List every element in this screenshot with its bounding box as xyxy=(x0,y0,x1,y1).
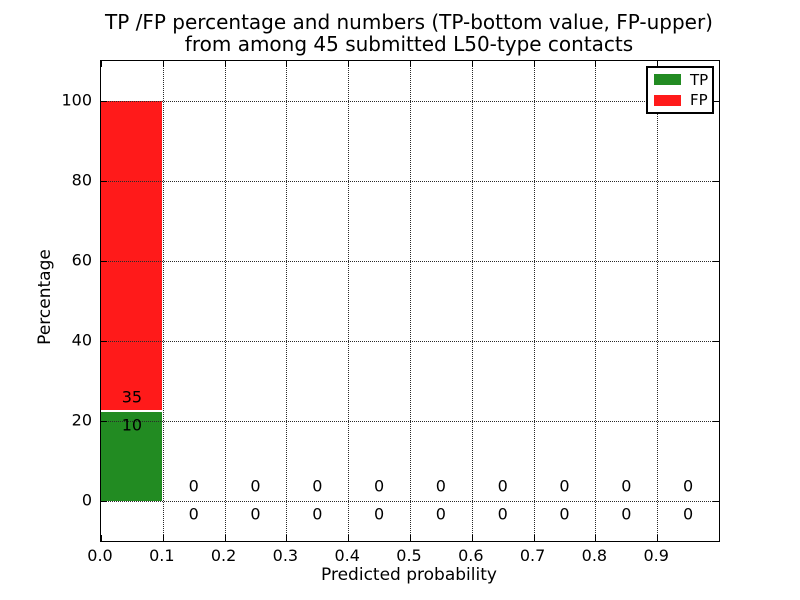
fp-count-label: 0 xyxy=(497,476,508,496)
tp-count-label: 0 xyxy=(621,504,632,524)
fp-count-label: 0 xyxy=(683,476,694,496)
y-tick-right xyxy=(713,341,719,342)
x-tick-label: 0.4 xyxy=(334,546,360,565)
x-tick-label: 0.9 xyxy=(643,546,669,565)
y-tick-right xyxy=(713,101,719,102)
x-tick-bottom xyxy=(657,535,659,541)
x-tick-top xyxy=(101,61,102,67)
x-tick-top xyxy=(224,61,226,67)
x-gridline xyxy=(471,61,473,541)
x-tick-label: 0.7 xyxy=(519,546,546,565)
fp-count-label: 35 xyxy=(121,387,143,407)
tp-count-label: 0 xyxy=(683,504,694,524)
x-gridline xyxy=(595,61,597,541)
legend-entry-fp: FP xyxy=(654,91,708,110)
y-tick-left xyxy=(101,101,107,102)
fp-color-swatch xyxy=(654,94,681,106)
x-tick-bottom xyxy=(224,535,226,541)
y-tick-right xyxy=(713,421,719,422)
x-gridline xyxy=(533,61,535,541)
x-tick-bottom xyxy=(471,535,473,541)
tp-count-label: 0 xyxy=(374,504,385,524)
x-tick-top xyxy=(348,61,350,67)
x-tick-label: 0.1 xyxy=(149,546,175,565)
x-tick-top xyxy=(471,61,473,67)
y-tick-right xyxy=(713,181,719,182)
y-tick-label: 20 xyxy=(71,410,92,430)
tp-count-label: 0 xyxy=(497,504,508,524)
chart-title-line1: TP /FP percentage and numbers (TP-bottom… xyxy=(105,10,713,34)
tp-count-label: 0 xyxy=(435,504,446,524)
x-axis-label: Predicted probability xyxy=(321,565,497,585)
tp-bar-segment xyxy=(101,412,163,501)
legend-entry-tp: TP xyxy=(654,70,709,89)
tp-count-label: 0 xyxy=(188,504,199,524)
y-tick-label: 40 xyxy=(71,330,92,350)
y-tick-label: 80 xyxy=(71,170,92,190)
tp-count-label: 0 xyxy=(250,504,261,524)
legend: TP FP xyxy=(646,66,714,114)
x-tick-top xyxy=(533,61,535,67)
x-tick-label: 0.8 xyxy=(581,546,608,565)
legend-label-fp: FP xyxy=(690,91,708,110)
fp-bar-segment xyxy=(101,101,163,411)
x-gridline xyxy=(348,61,350,541)
y-tick-left xyxy=(101,501,107,502)
x-gridline xyxy=(162,61,164,541)
y-tick-right xyxy=(713,261,719,262)
legend-label-tp: TP xyxy=(690,70,709,89)
x-gridline xyxy=(410,61,411,541)
x-tick-label: 0.3 xyxy=(272,546,299,565)
x-tick-bottom xyxy=(162,535,164,541)
y-tick-left xyxy=(101,261,107,262)
fp-count-label: 0 xyxy=(312,476,323,496)
fp-count-label: 0 xyxy=(250,476,261,496)
x-tick-bottom xyxy=(348,535,350,541)
plot-area: 35 10 0 0 0 0 0 0 0 0 0 0 0 0 0 0 0 0 0 0 xyxy=(100,60,720,542)
fp-count-label: 0 xyxy=(621,476,632,496)
tp-count-label: 0 xyxy=(559,504,570,524)
bar-segment-separator xyxy=(101,410,162,413)
tp-color-swatch xyxy=(654,74,681,86)
y-tick-left xyxy=(101,421,107,422)
fp-count-label: 0 xyxy=(188,476,199,496)
x-gridline xyxy=(286,61,288,541)
x-tick-label: 0.6 xyxy=(458,546,484,565)
x-tick-top xyxy=(162,61,164,67)
y-tick-label: 60 xyxy=(71,250,92,270)
y-tick-left xyxy=(101,341,107,342)
x-gridline xyxy=(224,61,226,541)
x-tick-top xyxy=(286,61,288,67)
x-tick-bottom xyxy=(533,535,535,541)
y-tick-right xyxy=(713,501,719,502)
x-tick-bottom xyxy=(286,535,288,541)
tp-count-label: 10 xyxy=(121,415,143,435)
x-tick-label: 0.5 xyxy=(396,546,422,565)
tp-count-label: 0 xyxy=(312,504,323,524)
x-tick-top xyxy=(657,61,659,67)
x-tick-bottom xyxy=(410,535,411,541)
y-tick-left xyxy=(101,181,107,182)
fp-count-label: 0 xyxy=(559,476,570,496)
x-gridline xyxy=(657,61,659,541)
x-tick-top xyxy=(595,61,597,67)
chart-title-line2: from among 45 submitted L50-type contact… xyxy=(184,32,634,56)
x-tick-label: 0.2 xyxy=(210,546,237,565)
y-tick-label: 100 xyxy=(61,90,92,110)
y-tick-label: 0 xyxy=(81,490,92,510)
x-tick-top xyxy=(410,61,411,67)
fp-count-label: 0 xyxy=(435,476,446,496)
x-tick-bottom xyxy=(595,535,597,541)
x-tick-label: 0.0 xyxy=(87,546,113,565)
x-tick-bottom xyxy=(101,535,102,541)
fp-count-label: 0 xyxy=(374,476,385,496)
